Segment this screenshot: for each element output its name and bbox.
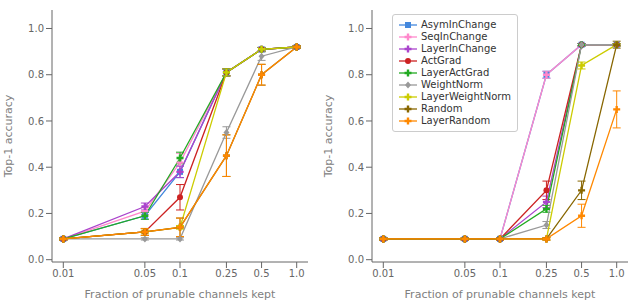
html-text:LayerInChange: LayerInChange	[421, 43, 497, 54]
svg-text:1.0: 1.0	[28, 23, 44, 34]
html-text:SeqInChange: SeqInChange	[421, 31, 488, 42]
svg-text:0.2: 0.2	[28, 208, 44, 219]
svg-text:Top-1 accuracy: Top-1 accuracy	[8, 94, 15, 178]
svg-text:Fraction of prunable channels: Fraction of prunable channels kept	[85, 288, 276, 301]
svg-text:0.0: 0.0	[348, 254, 364, 265]
svg-text:0.8: 0.8	[348, 69, 364, 80]
svg-text:Fraction of prunable channels: Fraction of prunable channels kept	[405, 288, 596, 301]
html-text:LayerWeightNorm: LayerWeightNorm	[421, 91, 511, 102]
svg-text:0.6: 0.6	[348, 116, 364, 127]
svg-text:0.01: 0.01	[52, 268, 74, 279]
svg-text:0.0: 0.0	[28, 254, 44, 265]
svg-text:0.5: 0.5	[254, 268, 270, 279]
svg-text:0.1: 0.1	[172, 268, 188, 279]
svg-text:0.2: 0.2	[348, 208, 364, 219]
svg-text:1.0: 1.0	[348, 23, 364, 34]
svg-text:1.0: 1.0	[609, 268, 625, 279]
svg-text:1.0: 1.0	[289, 268, 305, 279]
html-text:ActGrad: ActGrad	[421, 55, 462, 66]
svg-text:0.25: 0.25	[535, 268, 557, 279]
svg-text:0.05: 0.05	[454, 268, 476, 279]
svg-text:0.25: 0.25	[215, 268, 237, 279]
html-text:Random: Random	[421, 103, 463, 114]
html-text:LayerActGrad: LayerActGrad	[421, 67, 490, 78]
svg-text:0.4: 0.4	[28, 162, 44, 173]
svg-text:0.6: 0.6	[28, 116, 44, 127]
html-text:AsymInChange: AsymInChange	[421, 19, 497, 30]
html-text:LayerRandom: LayerRandom	[421, 115, 491, 126]
svg-text:0.4: 0.4	[348, 162, 364, 173]
svg-text:0.01: 0.01	[372, 268, 394, 279]
svg-text:0.8: 0.8	[28, 69, 44, 80]
svg-text:0.1: 0.1	[492, 268, 508, 279]
svg-text:0.05: 0.05	[134, 268, 156, 279]
svg-text:0.5: 0.5	[574, 268, 590, 279]
html-text:WeightNorm: WeightNorm	[421, 79, 484, 90]
svg-text:Top-1 accuracy: Top-1 accuracy	[322, 94, 335, 178]
